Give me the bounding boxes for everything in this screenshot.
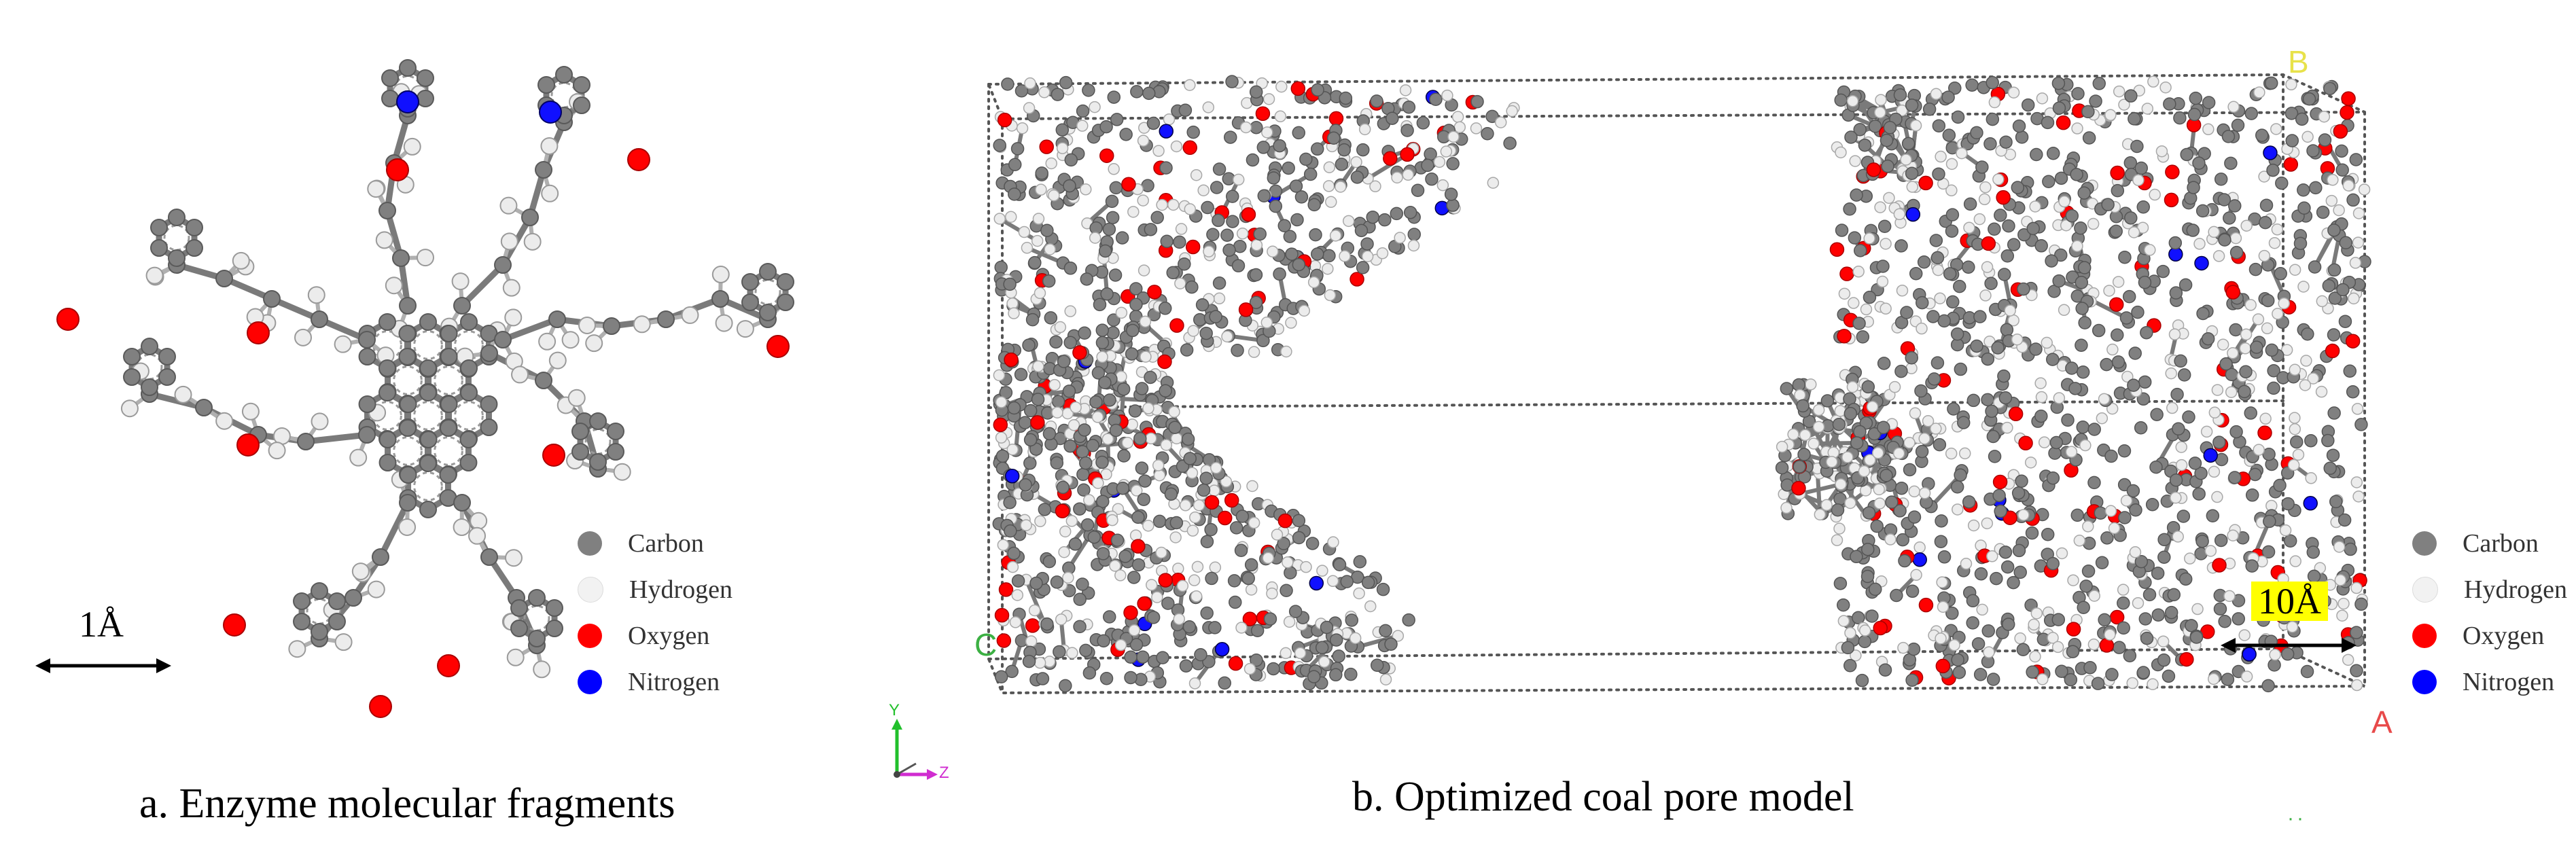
atom-legend: Carbon Hydrogen Oxygen Nitrogen	[2412, 520, 2567, 705]
legend-item-oxygen: Oxygen	[2412, 613, 2567, 659]
cell-corner-label-a: A	[2371, 704, 2393, 740]
scale-bar-label: 1Å	[79, 604, 124, 645]
scale-bar-label: 10Å	[2251, 582, 2328, 621]
legend-label: Oxygen	[628, 622, 710, 650]
legend-label: Carbon	[2463, 529, 2539, 558]
caption-panel-a: a. Enzyme molecular fragments	[139, 781, 675, 827]
hydrogen-dot-icon	[578, 577, 603, 603]
caption-panel-b: b. Optimized coal pore model	[1352, 774, 1854, 820]
legend-label: Carbon	[628, 529, 704, 558]
nitrogen-dot-icon	[2412, 670, 2437, 694]
hydrogen-dot-icon	[2412, 577, 2438, 603]
oxygen-atom	[247, 321, 270, 344]
legend-item-hydrogen: Hydrogen	[578, 567, 733, 613]
legend-item-nitrogen: Nitrogen	[2412, 659, 2567, 705]
carbon-dot-icon	[2412, 531, 2437, 556]
oxygen-atom	[437, 654, 460, 677]
carbon-dot-icon	[578, 531, 602, 556]
nitrogen-atom	[396, 90, 419, 113]
axis-z-label: Z	[939, 764, 949, 782]
scale-bar-arrow	[35, 658, 171, 673]
axis-triad-icon: Y Z	[877, 701, 951, 782]
oxygen-atom	[386, 158, 409, 181]
atom-layer	[56, 59, 794, 718]
legend-label: Hydrogen	[629, 575, 733, 604]
cell-corner-label-b: B	[2288, 44, 2309, 79]
legend-label: Oxygen	[2463, 622, 2545, 650]
oxygen-atom	[542, 444, 565, 467]
axis-y-label: Y	[889, 701, 900, 719]
legend-item-carbon: Carbon	[2412, 520, 2567, 567]
nitrogen-atom	[539, 101, 562, 124]
oxygen-atom	[766, 335, 790, 358]
legend-item-hydrogen: Hydrogen	[2412, 567, 2567, 613]
legend-label: Hydrogen	[2464, 575, 2567, 604]
legend-item-oxygen: Oxygen	[578, 613, 733, 659]
cell-corner-label-c: C	[974, 627, 998, 662]
oxygen-atom	[627, 148, 650, 171]
panel-enzyme-fragments: 1Å Carbon Hydrogen Oxygen Nitrogen a. En…	[0, 0, 883, 858]
oxygen-dot-icon	[2412, 624, 2437, 648]
scale-bar-arrow	[2221, 638, 2357, 653]
enzyme-molecule-render	[35, 59, 794, 718]
atom-layer	[992, 75, 2371, 693]
oxygen-atom	[56, 308, 80, 331]
oxygen-atom	[236, 433, 260, 457]
atom-legend: Carbon Hydrogen Oxygen Nitrogen	[578, 520, 733, 705]
legend-item-nitrogen: Nitrogen	[578, 659, 733, 705]
legend-item-carbon: Carbon	[578, 520, 733, 567]
decorative-dots: ··	[2287, 807, 2306, 829]
legend-label: Nitrogen	[2463, 668, 2555, 696]
oxygen-atom	[369, 695, 392, 718]
nitrogen-dot-icon	[578, 670, 602, 694]
oxygen-atom	[223, 613, 246, 637]
legend-label: Nitrogen	[628, 668, 720, 696]
oxygen-dot-icon	[578, 624, 602, 648]
